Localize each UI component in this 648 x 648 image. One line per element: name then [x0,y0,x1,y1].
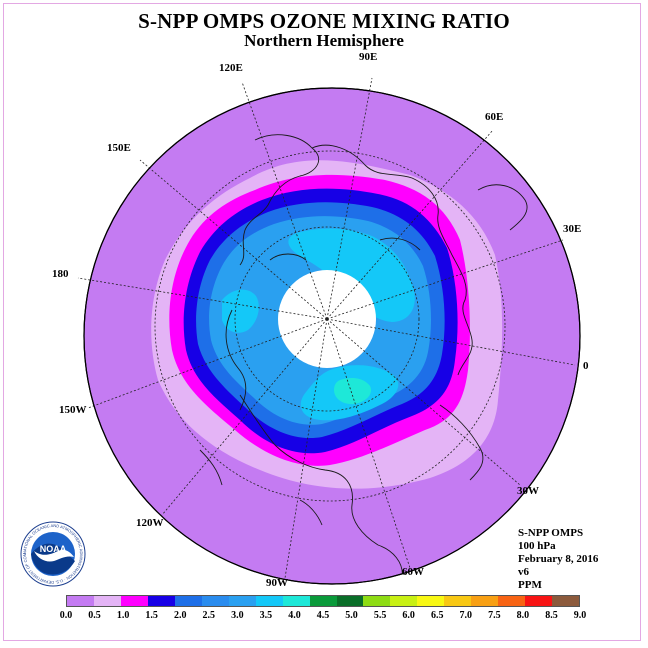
lon-label-90e: 90E [359,51,378,63]
lon-label-120w: 120W [136,517,164,529]
colorbar-tick-label: 4.0 [288,610,301,621]
colorbar-tick-label: 3.5 [259,610,273,621]
lon-label-30e: 30E [563,223,582,235]
colorbar-swatch [228,596,256,606]
colorbar-swatch [309,596,337,606]
colorbar-swatch [201,596,229,606]
info-block: S-NPP OMPS 100 hPa February 8, 2016 v6 P… [518,527,598,592]
coastlines [199,134,528,581]
info-date: February 8, 2016 [518,553,599,565]
colorbar-swatch [498,596,526,606]
colorbar-tick-label: 6.0 [402,610,415,621]
lon-label-150e: 150E [107,142,131,154]
colorbar-tick-label: 1.5 [145,610,158,621]
colorbar-swatch [525,596,553,606]
colorbar-tick-label: 6.5 [430,610,444,621]
lon-label-90w: 90W [266,577,288,589]
image-frame [3,3,641,641]
colorbar-swatch [336,596,364,606]
map-subtitle: Northern Hemisphere [244,31,404,50]
region-light-blue-c [222,289,259,333]
lon-label-60w: 60W [402,566,424,578]
lon-label-30w: 30W [517,485,539,497]
info-version: v6 [518,566,529,578]
colorbar-tick-label: 3.0 [231,610,244,621]
colorbar-tick-label: 8.5 [545,610,558,621]
lon-label-60e: 60E [485,111,504,123]
lon-label-180: 180 [52,268,69,280]
colorbar-tick-label: 5.5 [373,610,387,621]
colorbar-tick-labels: 0.0 0.5 1.0 1.5 2.0 2.5 3.0 3.5 4.0 4.5 5.0 5.5 6.0 6… [0,610,648,624]
colorbar-tick-label: 1.0 [116,610,130,621]
colorbar-tick-label: 9.0 [573,610,587,621]
colorbar-swatch [174,596,202,606]
colorbar-swatch [363,596,391,606]
colorbar-swatch [282,596,310,606]
noaa-logo: NOAA NATIONAL OCEANIC AND ATMOSPHERIC AD… [18,517,86,587]
graticule [77,77,576,579]
colorbar-tick-label: 2.5 [202,610,216,621]
lon-label-0: 0 [583,360,589,372]
colorbar-swatch [255,596,283,606]
colorbar-tick-label: 0.0 [59,610,73,621]
lon-label-120e: 120E [219,62,243,74]
colorbar-swatch [147,596,175,606]
colorbar-swatch [444,596,472,606]
region-cyan-core [334,378,372,405]
map-title: S-NPP OMPS OZONE MIXING RATIO [138,9,510,33]
colorbar [66,595,580,607]
colorbar-tick-label: 8.0 [516,610,530,621]
colorbar-tick-label: 7.5 [488,610,501,621]
colorbar-swatch [390,596,418,606]
region-light-blue-a [288,228,415,322]
lon-label-150w: 150W [59,404,87,416]
noaa-logo-text: NOAA [40,544,67,554]
colorbar-swatch [552,596,580,606]
colorbar-swatch [120,596,148,606]
colorbar-tick-label: 4.5 [316,610,330,621]
colorbar-swatch [471,596,499,606]
colorbar-swatch [67,596,94,606]
info-units: PPM [518,579,542,591]
colorbar-tick-label: 7.0 [459,610,473,621]
info-instrument: S-NPP OMPS [518,527,584,539]
colorbar-tick-label: 0.5 [88,610,101,621]
colorbar-tick-label: 2.0 [173,610,187,621]
colorbar-tick-label: 5.0 [345,610,358,621]
info-level: 100 hPa [518,540,556,552]
colorbar-swatch [417,596,445,606]
colorbar-swatch [93,596,121,606]
